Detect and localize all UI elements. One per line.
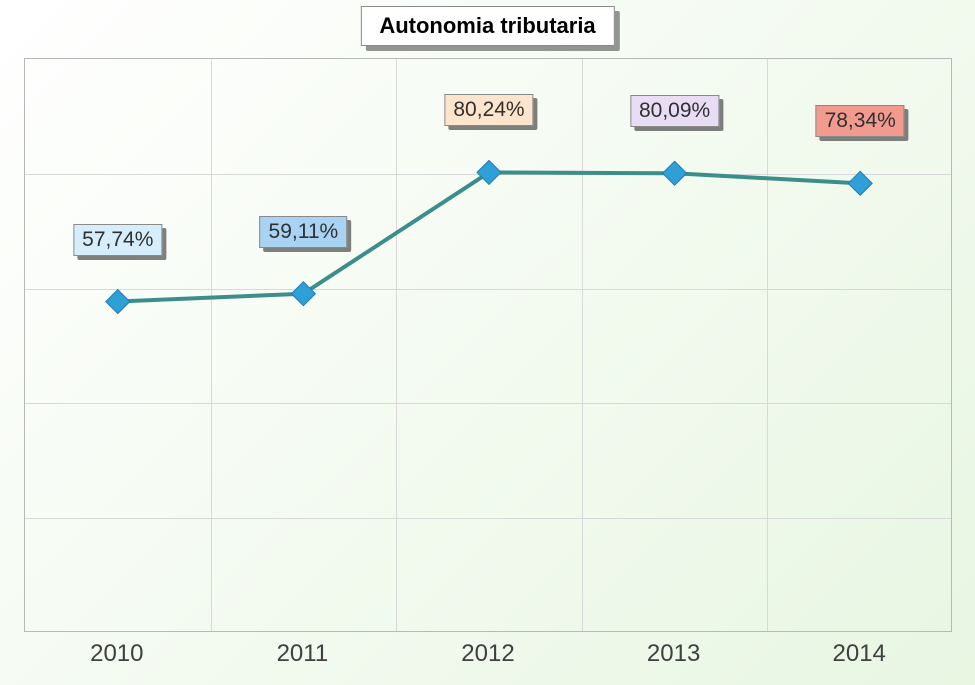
data-label-text: 59,11% xyxy=(260,216,348,248)
data-label: 80,09% xyxy=(630,95,719,127)
data-label: 59,11% xyxy=(260,216,348,248)
data-label-text: 80,09% xyxy=(630,95,719,127)
x-axis-label: 2012 xyxy=(461,640,514,668)
x-axis-label: 2014 xyxy=(832,640,885,668)
series-marker xyxy=(848,171,872,195)
x-axis-label: 2013 xyxy=(647,640,700,668)
data-label-text: 57,74% xyxy=(73,224,162,256)
chart-container: Autonomia tributaria 57,74% 59,11% 80,24% 8… xyxy=(0,0,975,685)
data-label: 78,34% xyxy=(816,105,905,137)
chart-title-box: Autonomia tributaria xyxy=(360,6,614,46)
x-axis-label: 2010 xyxy=(90,640,143,668)
series-layer xyxy=(25,59,953,633)
data-label-text: 78,34% xyxy=(816,105,905,137)
series-line xyxy=(118,172,860,301)
plot-area: 57,74% 59,11% 80,24% 80,09% 78,34% xyxy=(24,58,952,632)
data-label-text: 80,24% xyxy=(444,94,533,126)
data-label: 80,24% xyxy=(444,94,533,126)
data-label: 57,74% xyxy=(73,224,162,256)
x-axis-label: 2011 xyxy=(277,640,329,668)
chart-title: Autonomia tributaria xyxy=(360,6,614,46)
series-marker xyxy=(106,290,130,314)
series-marker xyxy=(477,160,501,184)
series-marker xyxy=(663,161,687,185)
series-marker xyxy=(291,282,315,306)
